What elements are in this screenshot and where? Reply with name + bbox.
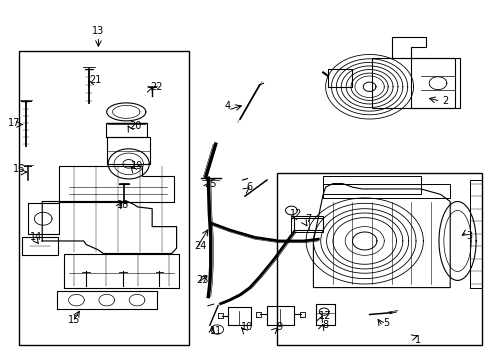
Bar <box>277 173 482 345</box>
Text: 16: 16 <box>13 164 25 174</box>
Text: 5: 5 <box>384 319 390 328</box>
Text: 24: 24 <box>194 241 206 251</box>
Text: 7: 7 <box>305 215 312 224</box>
Text: 17: 17 <box>8 118 21 128</box>
Text: 19: 19 <box>131 161 144 171</box>
Text: 21: 21 <box>89 75 101 85</box>
Text: 11: 11 <box>210 325 222 336</box>
Text: 2: 2 <box>442 96 448 106</box>
Text: 12: 12 <box>319 311 332 321</box>
Text: 18: 18 <box>117 200 129 210</box>
Text: 10: 10 <box>241 322 253 332</box>
Text: 3: 3 <box>466 231 473 240</box>
Text: 9: 9 <box>276 322 282 332</box>
Text: 13: 13 <box>92 26 104 36</box>
Text: 23: 23 <box>196 275 208 285</box>
Text: 4: 4 <box>225 102 231 112</box>
Text: 25: 25 <box>204 179 217 189</box>
Text: 12: 12 <box>290 209 302 219</box>
Bar <box>19 51 189 345</box>
Text: 20: 20 <box>129 121 141 131</box>
Text: 15: 15 <box>68 315 80 325</box>
Text: 1: 1 <box>416 334 421 345</box>
Text: 14: 14 <box>30 232 42 242</box>
Text: 6: 6 <box>247 182 253 192</box>
Text: 8: 8 <box>322 320 329 330</box>
Text: 22: 22 <box>150 82 162 92</box>
Bar <box>372 58 455 108</box>
